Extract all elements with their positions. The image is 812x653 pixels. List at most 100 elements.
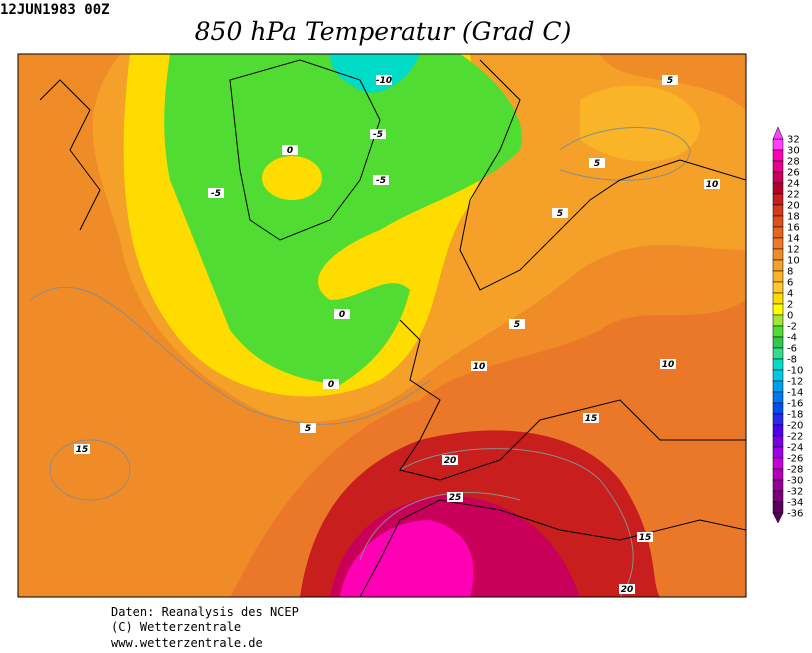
colorbar-swatch — [772, 446, 784, 459]
colorbar-swatch — [772, 501, 784, 514]
colorbar-label: -24 — [787, 443, 803, 454]
contour-label-bg — [373, 175, 389, 185]
contour-label-bg — [471, 361, 487, 371]
colorbar-swatch — [772, 171, 784, 184]
contour-label-bg — [74, 444, 90, 454]
colorbar-swatch — [772, 457, 784, 470]
contour-label-bg — [509, 319, 525, 329]
colorbar-label: 22 — [787, 190, 800, 201]
colorbar-swatch — [772, 303, 784, 316]
contour-label-bg — [323, 379, 339, 389]
colorbar-label: -10 — [787, 366, 803, 377]
coastline — [229, 59, 381, 241]
contour-label-bg — [552, 208, 568, 218]
colorbar-swatch — [772, 193, 784, 206]
date: 12JUN1983 00Z — [0, 2, 110, 18]
colorbar-swatch — [772, 292, 784, 305]
contour — [359, 492, 521, 561]
colorbar-label: 8 — [787, 267, 793, 278]
colorbar-label: -20 — [787, 421, 803, 432]
contour-label: 5 — [305, 424, 311, 434]
colorbar-label: 30 — [787, 146, 800, 157]
colorbar-label: -36 — [787, 509, 803, 520]
colorbar-swatch — [772, 435, 784, 448]
contour-label-bg — [619, 584, 635, 594]
colorbar-label: -26 — [787, 454, 803, 465]
contour-label: 15 — [639, 533, 652, 543]
contour-label: 10 — [662, 360, 675, 370]
contour-label: 5 — [514, 320, 520, 330]
contour-label-bg — [662, 75, 678, 85]
contour-label: 20 — [444, 456, 457, 466]
colorbar-swatch — [772, 281, 784, 294]
contour-label: 20 — [621, 585, 634, 595]
contour-label: -5 — [211, 189, 221, 199]
colorbar-label: -34 — [787, 498, 803, 509]
colorbar-swatch — [772, 391, 784, 404]
contour-label: 0 — [339, 310, 345, 320]
field — [262, 156, 322, 200]
contour-label: 0 — [328, 380, 334, 390]
coastline — [39, 79, 101, 231]
footer-line: Daten: Reanalysis des NCEP — [111, 605, 299, 619]
colorbar-label: -6 — [787, 344, 797, 355]
title: 850 hPa Temperatur (Grad C) — [195, 17, 572, 46]
colorbar-label: -32 — [787, 487, 803, 498]
contour-label-bg — [370, 129, 386, 139]
colorbar-label: -28 — [787, 465, 803, 476]
colorbar-swatch — [772, 248, 784, 261]
coastline — [459, 59, 746, 291]
contour-label: -10 — [376, 76, 392, 86]
contour-label: 15 — [76, 445, 89, 455]
contour-label-bg — [660, 359, 676, 369]
contour-label-bg — [376, 75, 392, 85]
colorbar-swatch — [772, 204, 784, 217]
coastline — [399, 319, 746, 481]
contour-label-bg — [583, 413, 599, 423]
colorbar-label: -12 — [787, 377, 803, 388]
map: -10 -5 -5 -5 0 0 0 5 5 5 5 5 10 10 10 15 15 15 20 25 20 — [17, 53, 747, 598]
colorbar-swatch — [772, 270, 784, 283]
colorbar-label: 4 — [787, 289, 793, 300]
contour-label-bg — [637, 532, 653, 542]
colorbar-swatch — [772, 424, 784, 437]
colorbar-swatch — [772, 402, 784, 415]
coastline — [359, 499, 746, 597]
colorbar-label: -30 — [787, 476, 803, 487]
colorbar-swatch — [772, 413, 784, 426]
colorbar: 32302826242220181614121086420-2-4-6-8-10… — [772, 126, 803, 524]
colorbar-label: 6 — [787, 278, 793, 289]
contour — [29, 286, 431, 425]
colorbar-swatch — [772, 138, 784, 151]
contour-label-bg — [589, 158, 605, 168]
colorbar-swatch — [772, 490, 784, 503]
colorbar-end — [772, 126, 784, 140]
field — [340, 520, 474, 597]
colorbar-label: 0 — [787, 311, 793, 322]
colorbar-label: 18 — [787, 212, 800, 223]
contour — [399, 448, 634, 597]
contour — [559, 127, 691, 181]
colorbar-label: -8 — [787, 355, 797, 366]
colorbar-label: -4 — [787, 333, 797, 344]
colorbar-label: 2 — [787, 300, 793, 311]
colorbar-swatch — [772, 215, 784, 228]
contour-label-bg — [300, 423, 316, 433]
footer-line: (C) Wetterzentrale — [111, 620, 241, 634]
colorbar-label: 20 — [787, 201, 800, 212]
colorbar-swatch — [772, 347, 784, 360]
colorbar-swatch — [772, 479, 784, 492]
colorbar-label: -2 — [787, 322, 797, 333]
footer: Daten: Reanalysis des NCEP (C) Wetterzen… — [111, 605, 299, 650]
contour-label-bg — [208, 188, 224, 198]
colorbar-swatch — [772, 226, 784, 239]
field — [330, 54, 420, 93]
colorbar-label: 16 — [787, 223, 800, 234]
colorbar-swatch — [772, 259, 784, 272]
contour-label: 0 — [287, 146, 293, 156]
colorbar-swatch — [772, 314, 784, 327]
colorbar-swatch — [772, 160, 784, 173]
colorbar-label: -22 — [787, 432, 803, 443]
contour — [49, 439, 131, 501]
colorbar-swatch — [772, 336, 784, 349]
